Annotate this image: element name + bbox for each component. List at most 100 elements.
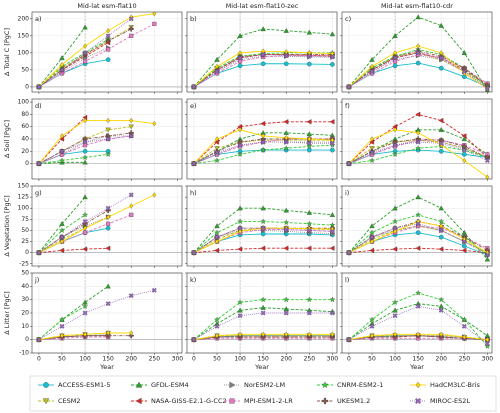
marker <box>214 150 220 155</box>
marker <box>461 69 467 74</box>
y-axis-label: Δ Total C [PgC] <box>3 28 11 76</box>
legend-marker <box>43 382 49 388</box>
panel-border <box>31 272 183 354</box>
marker <box>60 333 64 339</box>
marker <box>484 86 490 92</box>
marker <box>106 214 111 220</box>
marker <box>438 65 444 71</box>
marker <box>83 331 87 337</box>
marker <box>392 142 398 148</box>
panel-label: c) <box>345 15 351 23</box>
marker <box>128 192 134 198</box>
marker <box>82 159 88 165</box>
y-tick-label: 10 <box>21 323 29 330</box>
marker <box>329 334 335 340</box>
legend-marker <box>229 398 235 404</box>
x-tick-label: 150 <box>412 356 424 363</box>
marker <box>191 250 197 256</box>
marker <box>415 14 421 20</box>
marker <box>60 62 64 68</box>
marker <box>128 133 134 139</box>
panel-title: Mid-lat esm-flat10-zec <box>226 2 299 10</box>
marker <box>83 225 87 231</box>
marker <box>283 28 289 33</box>
panel-border <box>31 98 183 180</box>
marker <box>369 229 375 236</box>
marker <box>238 50 242 56</box>
legend-box <box>29 375 497 412</box>
marker <box>260 245 266 251</box>
marker <box>306 220 313 227</box>
marker <box>238 127 242 133</box>
marker <box>129 117 134 124</box>
series-line <box>38 120 155 164</box>
marker <box>438 234 444 240</box>
panel-frame <box>32 12 182 92</box>
marker <box>82 154 89 160</box>
marker <box>329 212 336 217</box>
marker <box>105 283 111 289</box>
marker <box>83 230 88 235</box>
x-tick-label: 50 <box>368 356 376 363</box>
series-line <box>38 333 109 341</box>
marker <box>438 148 444 154</box>
marker <box>484 343 491 349</box>
marker <box>151 287 157 293</box>
marker <box>461 136 467 142</box>
series-line <box>38 289 155 341</box>
series-line <box>38 336 109 341</box>
marker <box>59 67 65 73</box>
marker <box>283 130 289 135</box>
marker <box>330 147 335 153</box>
marker <box>82 303 89 309</box>
panel-label: b) <box>190 15 197 23</box>
marker <box>129 330 134 336</box>
marker <box>260 304 266 310</box>
panel-border <box>341 11 493 93</box>
marker <box>283 334 289 340</box>
plot-area <box>190 205 336 256</box>
plot-area <box>345 194 491 262</box>
x-tick-label: 50 <box>58 356 66 363</box>
x-tick-label: 300 <box>482 356 494 363</box>
marker <box>415 289 422 296</box>
marker <box>438 334 444 340</box>
marker <box>438 127 444 132</box>
marker <box>59 247 65 254</box>
series-line <box>38 210 109 254</box>
marker <box>128 333 134 339</box>
marker <box>306 61 312 67</box>
marker <box>392 246 398 252</box>
marker <box>415 221 421 227</box>
marker <box>214 69 220 74</box>
y-tick-label: 50 <box>21 270 29 277</box>
x-axis-label: Year <box>99 363 114 371</box>
marker <box>59 157 65 164</box>
marker <box>128 16 134 22</box>
marker <box>105 225 111 231</box>
marker <box>214 146 220 151</box>
plot-area <box>190 296 336 343</box>
marker <box>306 119 312 125</box>
marker <box>82 211 89 218</box>
legend-label: CNRM-ESM2-1 <box>337 381 383 389</box>
marker <box>283 219 290 225</box>
plot-area <box>35 283 157 343</box>
marker <box>461 316 468 323</box>
legend-marker <box>415 381 421 389</box>
marker <box>370 333 374 339</box>
marker <box>283 53 289 58</box>
marker <box>415 245 421 251</box>
marker <box>283 119 289 125</box>
marker <box>215 136 219 142</box>
marker <box>105 33 111 39</box>
x-axis-label: Year <box>409 363 424 371</box>
legend-label: UKESM1.2 <box>337 397 370 405</box>
marker <box>415 194 421 200</box>
plot-area <box>190 26 336 90</box>
marker <box>346 337 352 343</box>
marker <box>237 307 243 313</box>
marker <box>438 228 444 233</box>
marker <box>484 256 491 262</box>
panel-border <box>186 98 338 180</box>
